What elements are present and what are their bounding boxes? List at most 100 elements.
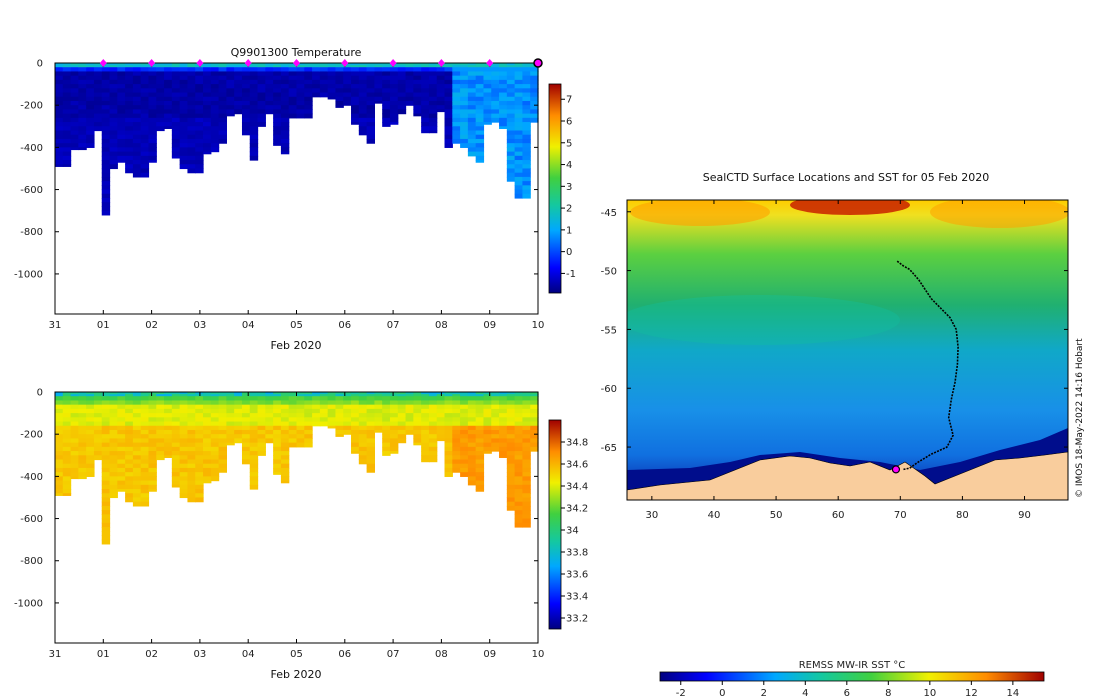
profile-cell <box>273 396 282 402</box>
profile-cell <box>312 392 321 395</box>
profile-cell <box>522 96 531 102</box>
profile-cell <box>241 71 251 77</box>
profile-cell <box>241 421 251 427</box>
profile-cell <box>78 394 87 397</box>
profile-cell <box>125 79 134 85</box>
profile-cell <box>195 408 204 414</box>
profile-cell <box>148 138 157 144</box>
profile-cell <box>249 122 259 127</box>
profile-cell <box>335 434 344 437</box>
profile-cell <box>499 413 508 418</box>
profile-cell <box>491 96 500 102</box>
profile-cell <box>78 459 87 465</box>
profile-cell <box>203 130 212 136</box>
profile-cell <box>101 400 111 406</box>
profile-cell <box>343 96 352 102</box>
profile-cell <box>86 438 95 444</box>
profile-cell <box>296 438 305 444</box>
profile-cell <box>55 446 64 452</box>
profile-cell <box>203 122 212 127</box>
profile-cell <box>428 71 438 77</box>
profile-cell <box>86 451 95 456</box>
profile-cell <box>125 71 134 77</box>
profile-cell <box>132 434 142 439</box>
profile-cell <box>444 84 453 89</box>
profile-cell <box>467 467 477 473</box>
profile-cell <box>335 96 344 102</box>
profile-cell <box>265 392 274 395</box>
colorbar-tick-label: 34.4 <box>566 482 588 493</box>
profile-cell <box>312 88 321 94</box>
profile-cell <box>109 143 118 148</box>
profile-cell <box>195 459 204 465</box>
profile-cell <box>444 451 453 456</box>
profile-cell <box>483 434 492 439</box>
profile-cell <box>179 421 189 427</box>
profile-cell <box>436 413 446 418</box>
profile-cell <box>148 472 157 477</box>
profile-cell <box>444 100 453 106</box>
profile-cell <box>62 463 72 469</box>
profile-cell <box>358 100 368 106</box>
profile-cell <box>195 96 204 102</box>
profile-cell <box>382 421 391 427</box>
profile-cell <box>234 392 243 395</box>
profile-cell <box>506 151 516 157</box>
profile-cell <box>218 442 227 448</box>
profile-cell <box>148 417 157 423</box>
profile-cell <box>101 206 111 212</box>
profile-cell <box>358 113 368 119</box>
profile-cell <box>335 429 344 435</box>
profile-cell <box>312 75 321 81</box>
profile-cell <box>514 117 524 123</box>
profile-cell <box>506 164 516 170</box>
profile-cell <box>195 84 204 89</box>
x-tick-label: 09 <box>483 320 496 331</box>
profile-cell <box>132 65 142 68</box>
profile-cell <box>421 413 430 418</box>
profile-cell <box>366 429 375 435</box>
profile-cell <box>296 413 305 418</box>
profile-cell <box>366 459 375 465</box>
profile-cell <box>312 63 321 66</box>
profile-cell <box>343 396 352 402</box>
profile-cell <box>156 455 165 461</box>
profile-cell <box>358 429 368 435</box>
profile-cell <box>397 392 407 395</box>
profile-cell <box>483 446 492 452</box>
profile-cell <box>226 396 235 402</box>
profile-cell <box>70 75 79 81</box>
profile-cell <box>280 147 290 153</box>
profile-cell <box>249 65 259 68</box>
map-credit: © IMOS 18-May-2022 14:16 Hobart <box>1075 338 1085 498</box>
profile-cell <box>101 514 111 520</box>
profile-cell <box>132 472 142 477</box>
profile-cell <box>195 467 204 473</box>
profile-cell <box>93 113 103 119</box>
profile-cell <box>234 404 243 410</box>
profile-cell <box>101 65 111 68</box>
profile-cell <box>249 429 259 435</box>
profile-cell <box>413 105 422 110</box>
profile-cell <box>436 84 446 89</box>
profile-cell <box>460 67 469 73</box>
profile-cell <box>203 408 212 414</box>
profile-cell <box>179 392 189 395</box>
profile-cell <box>475 404 485 410</box>
profile-cell <box>382 451 391 456</box>
profile-cell <box>428 117 438 123</box>
profile-cell <box>265 425 274 431</box>
profile-cell <box>312 400 321 406</box>
profile-cell <box>55 143 64 148</box>
profile-cell <box>366 392 375 395</box>
profile-cell <box>117 451 126 456</box>
profile-cell <box>514 463 524 469</box>
profile-cell <box>132 413 142 418</box>
profile-cell <box>203 476 212 482</box>
profile-cell <box>280 122 290 127</box>
profile-cell <box>358 459 368 465</box>
y-tick-label: -800 <box>20 556 43 567</box>
profile-cell <box>171 434 181 439</box>
profile-cell <box>117 413 126 418</box>
profile-cell <box>351 96 360 102</box>
